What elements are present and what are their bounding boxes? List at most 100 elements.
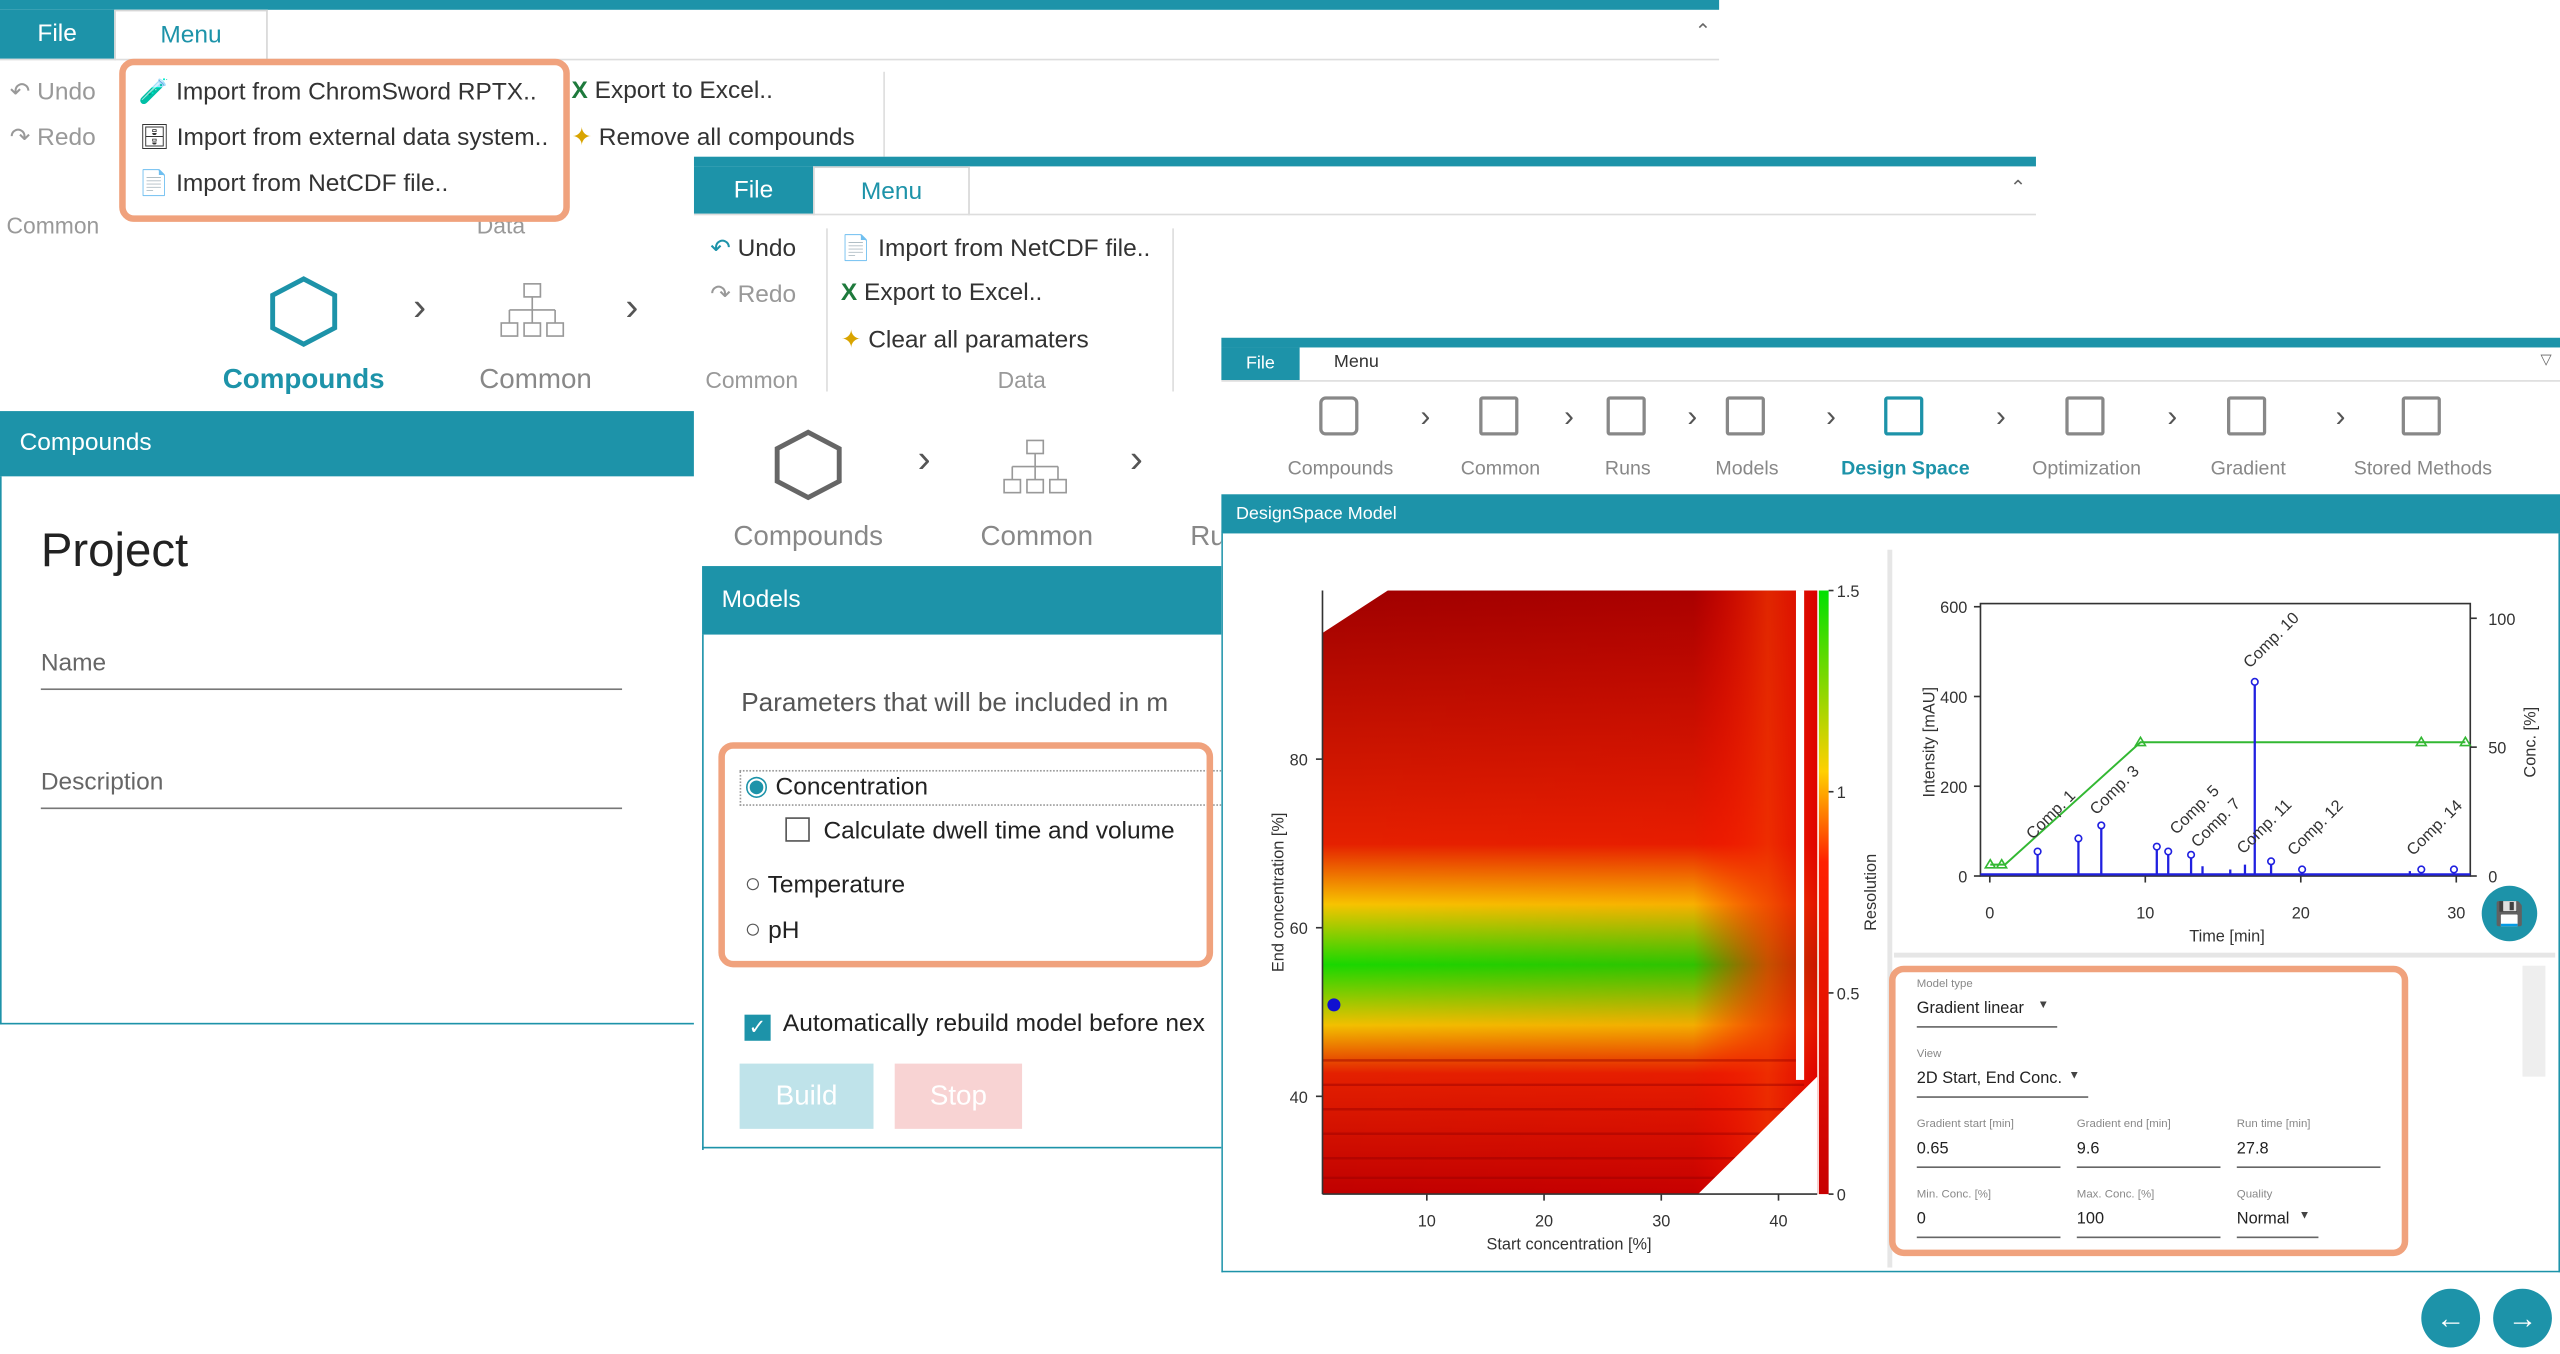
nav-arrow: › <box>1564 399 1574 433</box>
panel-border <box>1221 533 1223 1273</box>
radio-option[interactable]: ○ pH <box>744 913 800 945</box>
colorbar-tick-label: 1 <box>1837 784 1846 802</box>
compounds-icon <box>774 429 842 501</box>
common-icon <box>1003 439 1067 494</box>
nav-label[interactable]: Design Space <box>1841 456 1970 480</box>
form-label: Model type <box>1916 978 1973 991</box>
form-value[interactable]: 9.6 <box>2076 1140 2100 1159</box>
nav-label[interactable]: Common <box>1460 456 1541 480</box>
ribbon-border <box>1221 380 2560 382</box>
highlight <box>119 58 570 222</box>
radio-option[interactable]: ◉ Concentration <box>744 769 929 801</box>
ribbon-item[interactable]: X Export to Excel.. <box>840 278 1043 307</box>
nav-label[interactable]: Optimization <box>2032 456 2142 480</box>
nav-label[interactable]: Gradient <box>2210 456 2286 480</box>
form-underline <box>2236 1166 2381 1169</box>
nav-label[interactable]: Runs <box>1604 456 1651 480</box>
nav-label[interactable]: Models <box>1715 456 1779 480</box>
splitter[interactable] <box>1887 549 1893 1268</box>
nav-label[interactable]: Common <box>980 520 1094 552</box>
ribbon-item[interactable]: ✦ Clear all paramaters <box>840 326 1089 354</box>
form-underline <box>1916 1166 2061 1169</box>
item-label: Clear all paramaters <box>868 326 1089 354</box>
checkbox-option[interactable]: Calculate dwell time and volume <box>785 817 1175 846</box>
y-tick-label: 0 <box>1958 869 1967 887</box>
radio-option[interactable]: ○ Temperature <box>744 867 906 899</box>
nav-label[interactable]: Compounds <box>222 363 385 395</box>
nav-arrow: › <box>1826 399 1836 433</box>
project-title: Project <box>40 525 189 578</box>
form-label: Gradient end [min] <box>2076 1119 2171 1131</box>
nav-label[interactable]: Common <box>479 363 592 395</box>
form-value[interactable]: Normal <box>2236 1210 2290 1229</box>
ribbon-item[interactable]: 📄 Import from NetCDF file.. <box>138 169 449 198</box>
menu-tab[interactable]: Menu <box>813 166 970 216</box>
option-label: Automatically rebuild model before nex <box>782 1009 1205 1038</box>
form-value[interactable]: 0 <box>1916 1210 1926 1229</box>
save-button[interactable]: 💾 <box>2481 885 2538 942</box>
form-label: Max. Conc. [%] <box>2076 1189 2155 1201</box>
collapse-icon[interactable]: ⌃ <box>1694 19 1712 43</box>
splitter[interactable] <box>1893 952 2556 958</box>
form-value[interactable]: 27.8 <box>2236 1140 2269 1159</box>
scrollbar[interactable] <box>2522 965 2546 1077</box>
option-label: Calculate dwell time and volume <box>823 817 1175 846</box>
ribbon-item[interactable]: X Export to Excel.. <box>571 76 773 105</box>
menu-tab[interactable]: Menu <box>1333 352 1379 372</box>
nav-icon <box>2401 396 2441 436</box>
y2-tick-label: 100 <box>2488 611 2515 629</box>
form-value[interactable]: Gradient linear <box>1916 999 2024 1018</box>
nav-icon <box>1884 396 1924 436</box>
colorbar-tick-label: 0 <box>1837 1187 1846 1205</box>
file-tab[interactable]: File <box>0 9 115 59</box>
menu-tab[interactable]: Menu <box>114 9 268 61</box>
nav-icon <box>2227 396 2267 436</box>
file-tab[interactable]: File <box>693 166 814 214</box>
form-underline <box>1916 1026 2058 1028</box>
item-label: Import from NetCDF file.. <box>878 234 1151 263</box>
top-bar <box>1221 337 2560 348</box>
colorbar-tick-label: 0.5 <box>1837 985 1860 1003</box>
build-button[interactable]: Build <box>739 1063 874 1129</box>
y2-axis-label: Conc. [%] <box>2522 707 2540 778</box>
form-value[interactable]: 100 <box>2076 1210 2105 1229</box>
undo[interactable]: ↶ Undo <box>710 234 797 263</box>
redo[interactable]: ↷ Redo <box>9 123 96 152</box>
panel-border <box>2558 533 2560 1273</box>
nav-label[interactable]: Compounds <box>1287 456 1394 480</box>
nav-icon <box>1606 396 1646 436</box>
back-button[interactable]: ← <box>2421 1288 2481 1348</box>
ribbon-item[interactable]: 🗄 Import from external data system.. <box>138 123 549 152</box>
x-tick-label: 20 <box>1535 1213 1553 1231</box>
y2-tick-label: 50 <box>2488 740 2506 758</box>
collapse-icon[interactable]: ▽ <box>2540 350 2552 368</box>
x-tick-label: 30 <box>2447 904 2465 922</box>
option-label: pH <box>768 916 800 945</box>
nav-label[interactable]: Compounds <box>733 520 884 552</box>
form-label: Run time [min] <box>2236 1119 2311 1131</box>
x-axis-label: Start concentration [%] <box>1486 1236 1651 1254</box>
form-value[interactable]: 2D Start, End Conc. <box>1916 1070 2062 1089</box>
highlight <box>718 742 1214 968</box>
separator <box>826 228 828 392</box>
form-value[interactable]: 0.65 <box>1916 1140 1949 1159</box>
stop-button[interactable]: Stop <box>894 1063 1023 1129</box>
form-underline <box>2076 1236 2221 1239</box>
field-line <box>40 807 623 810</box>
undo[interactable]: ↶ Undo <box>9 78 96 107</box>
collapse-icon[interactable]: ⌃ <box>2009 176 2027 200</box>
file-tab[interactable]: File <box>1221 347 1300 381</box>
next-button[interactable]: → <box>2493 1288 2552 1348</box>
redo[interactable]: ↷ Redo <box>710 280 797 309</box>
ribbon-item[interactable]: 📄 Import from NetCDF file.. <box>840 234 1151 263</box>
undo-label: Undo <box>37 78 96 107</box>
checkbox-option[interactable]: ✓ Automatically rebuild model before nex <box>744 1009 1205 1041</box>
ribbon-item[interactable]: ✦ Remove all compounds <box>571 123 855 152</box>
nav-label[interactable]: Ru <box>1190 520 1226 552</box>
field-label: Name <box>40 649 107 677</box>
x-tick-label: 30 <box>1652 1213 1670 1231</box>
ribbon-item[interactable]: 🧪 Import from ChromSword RPTX.. <box>138 78 537 107</box>
panel-border <box>0 1022 696 1025</box>
nav-label[interactable]: Stored Methods <box>2353 456 2493 480</box>
y-axis-label: Intensity [mAU] <box>1921 687 1939 798</box>
